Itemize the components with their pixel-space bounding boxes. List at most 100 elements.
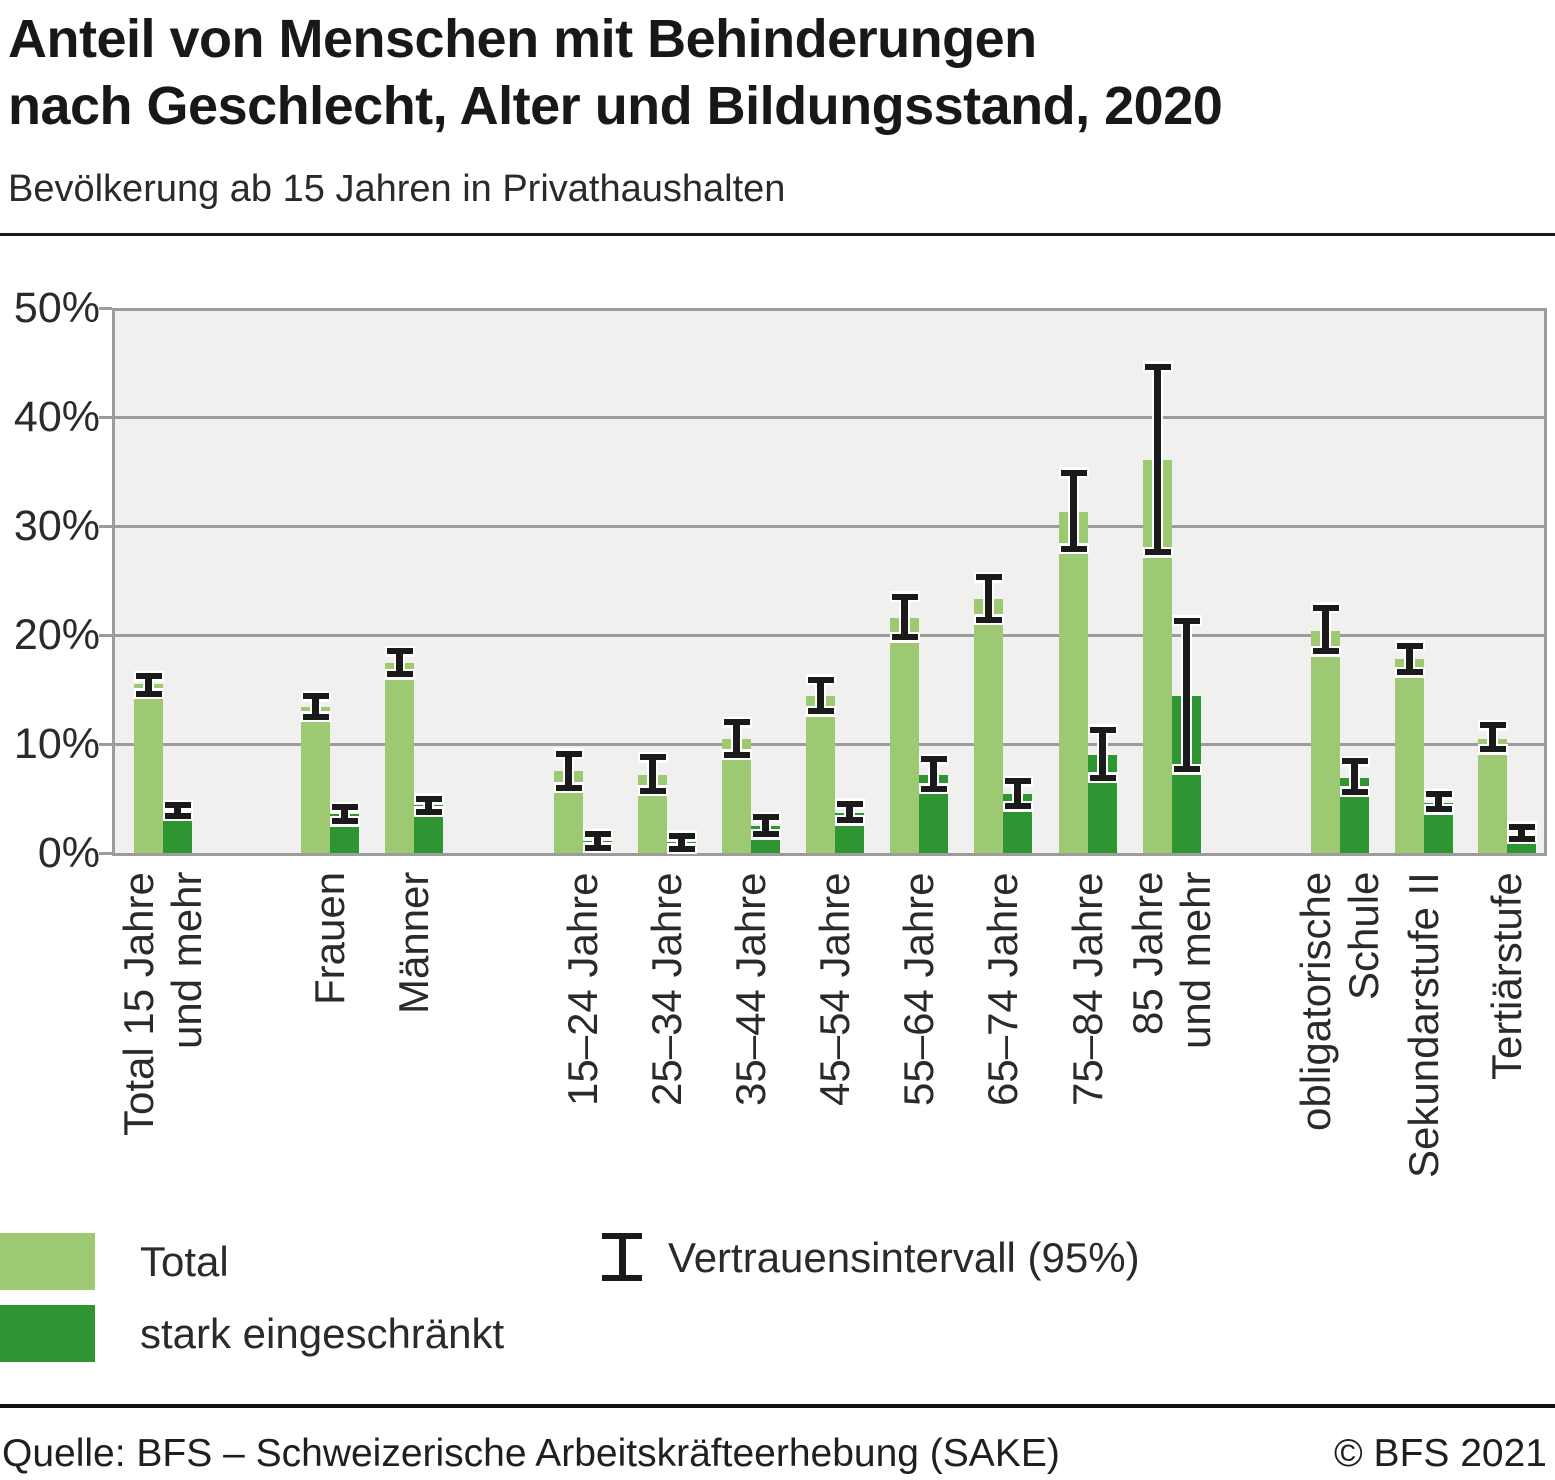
bar-total	[134, 684, 163, 853]
error-bar	[975, 574, 1002, 581]
error-bar	[565, 753, 572, 788]
error-bar	[1173, 766, 1200, 773]
error-bar	[723, 751, 750, 758]
error-bar	[302, 713, 329, 720]
error-bar	[836, 817, 863, 824]
error-bar	[891, 634, 918, 641]
error-bar	[678, 835, 685, 849]
x-axis-label: Sekundarstufe II	[1400, 872, 1447, 1178]
x-axis-label: 85 Jahre und mehr	[1124, 872, 1219, 1050]
error-bar	[1089, 726, 1116, 733]
error-bar	[312, 696, 319, 717]
error-bar	[1396, 642, 1423, 649]
error-bar	[594, 834, 601, 848]
x-axis-label: 55–64 Jahre	[895, 872, 942, 1106]
error-bar	[1396, 669, 1423, 676]
page-subtitle: Bevölkerung ab 15 Jahren in Privathausha…	[8, 168, 786, 210]
error-bar	[1089, 774, 1116, 781]
x-axis-label: obligatorische Schule	[1292, 872, 1387, 1132]
y-axis-label: 50%	[13, 284, 100, 332]
error-bar	[584, 831, 611, 838]
bar-total	[385, 663, 414, 853]
bar-total	[301, 706, 330, 853]
bar-total	[890, 617, 919, 853]
bar-total	[1395, 658, 1424, 853]
page-title-line2: nach Geschlecht, Alter und Bildungsstand…	[8, 76, 1223, 136]
axis-tick	[99, 415, 112, 419]
bar-total	[1478, 738, 1507, 853]
error-bar	[985, 577, 992, 620]
bar-total	[806, 696, 835, 853]
error-bar	[649, 757, 656, 791]
error-bar	[1014, 781, 1021, 807]
x-axis-label: 35–44 Jahre	[727, 872, 774, 1106]
legend-label-ci: Vertrauensintervall (95%)	[668, 1234, 1140, 1281]
grid-line	[115, 415, 1544, 419]
error-bar	[1489, 725, 1496, 750]
footer-rule	[0, 1404, 1555, 1408]
error-bar	[1099, 729, 1106, 778]
grid-line	[115, 633, 1544, 637]
x-axis-label: 25–34 Jahre	[643, 872, 690, 1106]
error-bar	[1479, 746, 1506, 753]
error-bar	[164, 802, 191, 809]
axis-tick	[99, 742, 112, 746]
error-bar	[415, 808, 442, 815]
error-bar	[901, 596, 908, 638]
x-axis-label: 75–84 Jahre	[1064, 872, 1111, 1106]
error-bar	[1351, 761, 1358, 792]
error-bar	[1341, 758, 1368, 765]
error-bar	[762, 817, 769, 835]
chart-plot-area	[112, 308, 1547, 856]
y-axis-label: 20%	[13, 611, 100, 659]
y-axis-label: 40%	[13, 393, 100, 441]
error-bar	[1060, 469, 1087, 476]
y-axis-label: 10%	[13, 720, 100, 768]
error-bar	[1144, 363, 1171, 370]
error-bar	[668, 845, 695, 852]
header-rule	[0, 233, 1555, 236]
error-bar	[807, 708, 834, 715]
error-bar	[425, 798, 432, 812]
copyright-text: © BFS 2021	[1333, 1432, 1547, 1475]
error-bar	[341, 807, 348, 822]
error-bar	[386, 648, 413, 655]
error-bar	[1508, 823, 1535, 830]
error-bar	[555, 750, 582, 757]
error-bar	[415, 795, 442, 802]
error-bar	[1004, 803, 1031, 810]
x-axis-label: Tertiärstufe	[1483, 872, 1530, 1080]
error-bar	[639, 754, 666, 761]
grid-line	[115, 524, 1544, 528]
error-bar	[668, 832, 695, 839]
error-bar	[920, 785, 947, 792]
y-axis-label: 0%	[37, 829, 100, 877]
legend-label-stark: stark eingeschränkt	[140, 1310, 505, 1357]
page-title: Anteil von Menschen mit Behinderungen na…	[8, 6, 1223, 140]
error-bar	[836, 800, 863, 807]
error-bar	[555, 784, 582, 791]
error-bar	[386, 671, 413, 678]
error-bar	[1183, 620, 1190, 770]
bar-total	[1311, 630, 1340, 853]
error-bar	[1004, 778, 1031, 785]
error-bar	[302, 693, 329, 700]
source-text: Quelle: BFS – Schweizerische Arbeitskräf…	[2, 1432, 1060, 1475]
error-bar	[1060, 545, 1087, 552]
x-axis-label: Frauen	[306, 872, 353, 1006]
axis-tick	[99, 524, 112, 528]
error-bar	[135, 690, 162, 697]
error-bar	[1322, 607, 1329, 652]
x-axis-label: 65–74 Jahre	[979, 872, 1026, 1106]
error-bar	[1508, 835, 1535, 842]
error-bar	[639, 787, 666, 794]
error-bar	[1518, 826, 1525, 839]
error-bar	[1341, 788, 1368, 795]
legend-swatch-stark	[0, 1305, 95, 1362]
bar-total	[974, 599, 1003, 853]
error-bar	[1173, 617, 1200, 624]
error-bar	[723, 719, 750, 726]
legend-swatch-total	[0, 1233, 95, 1290]
error-bar	[1312, 604, 1339, 611]
error-bar	[174, 805, 181, 816]
